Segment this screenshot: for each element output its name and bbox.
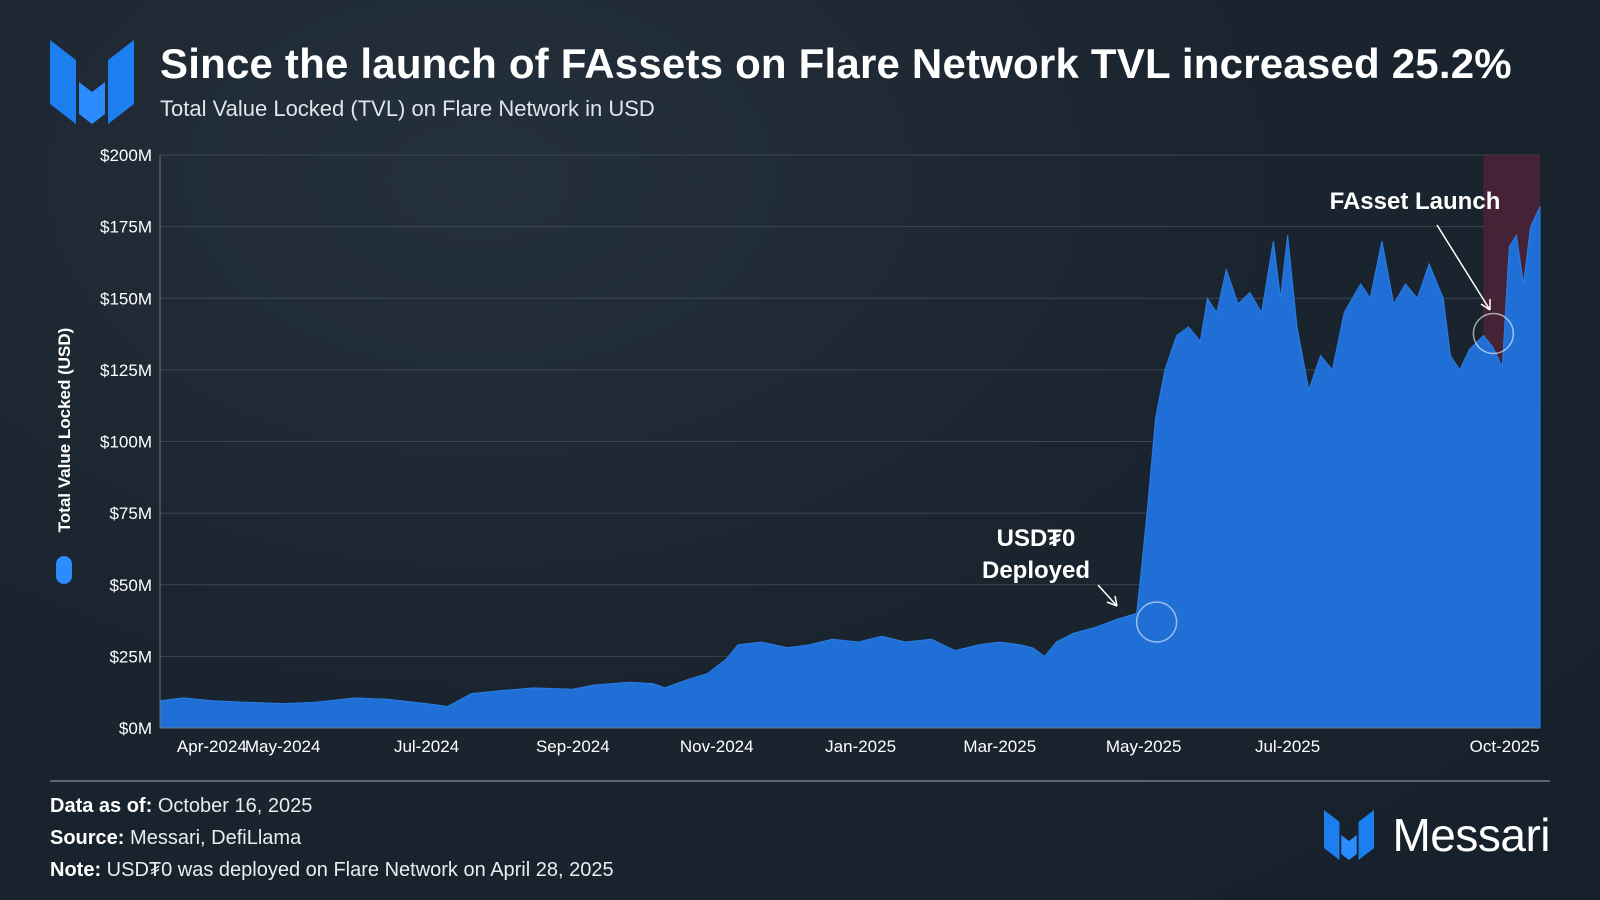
x-tick-label: Jul-2025 xyxy=(1255,737,1320,756)
x-tick-label: May-2025 xyxy=(1106,737,1182,756)
y-tick-label: $200M xyxy=(100,146,152,165)
y-axis-title: Total Value Locked (USD) xyxy=(55,328,74,533)
fasset-launch-marker xyxy=(1472,312,1515,355)
messari-brand-icon xyxy=(1324,810,1375,860)
y-tick-label: $175M xyxy=(100,218,152,237)
x-tick-label: Jul-2024 xyxy=(394,737,459,756)
x-tick-label: Jan-2025 xyxy=(825,737,896,756)
footer-note: Note: USD₮0 was deployed on Flare Networ… xyxy=(50,859,614,881)
brand-logo: Messari xyxy=(1324,808,1550,862)
y-tick-label: $25M xyxy=(109,647,152,666)
fasset-arrowhead xyxy=(1480,299,1491,311)
usdt0-deployed-label: USD₮0 xyxy=(997,525,1076,552)
x-tick-label: May-2024 xyxy=(245,737,321,756)
y-tick-label: $50M xyxy=(109,576,152,595)
tvl-area xyxy=(159,206,1541,729)
y-tick-label: $125M xyxy=(100,361,152,380)
chart-subtitle: Total Value Locked (TVL) on Flare Networ… xyxy=(160,96,655,121)
fasset-launch-label: FAsset Launch xyxy=(1330,188,1501,215)
x-tick-label: Apr-2024 xyxy=(177,737,247,756)
axes: $0M $25M $50M $75M $100M $125M $150M $175M $200M… xyxy=(55,146,1540,756)
tvl-area-chart: $0M $25M $50M $75M $100M $125M $150M $175M $200M… xyxy=(55,146,1541,756)
x-tick-label: Sep-2024 xyxy=(536,737,610,756)
series-area xyxy=(159,206,1541,729)
chart-title: Since the launch of FAssets on Flare Net… xyxy=(160,40,1512,87)
usdt0-arrowhead xyxy=(1106,595,1118,607)
usdt0-arrow xyxy=(1097,584,1118,607)
messari-logo-mark xyxy=(50,40,134,124)
fasset-arrow xyxy=(1436,224,1491,311)
x-tick-label: Nov-2024 xyxy=(680,737,754,756)
y-tick-label: $100M xyxy=(100,433,152,452)
x-tick-label: Mar-2025 xyxy=(963,737,1036,756)
usdt0-deployed-marker xyxy=(1135,601,1178,643)
footer-source: Source: Messari, DefiLlama xyxy=(50,827,302,849)
footer-notes: Data as of: October 16, 2025 Source: Mes… xyxy=(50,790,614,886)
footer-data-as-of: Data as of: October 16, 2025 xyxy=(50,795,313,817)
x-tick-label: Oct-2025 xyxy=(1470,737,1540,756)
usdt0-deployed-label: Deployed xyxy=(982,557,1090,584)
legend-swatch xyxy=(56,556,72,584)
y-tick-label: $0M xyxy=(119,719,152,738)
footer-divider xyxy=(50,780,1550,782)
y-tick-label: $150M xyxy=(100,289,152,308)
brand-name: Messari xyxy=(1392,809,1550,861)
annotations: USD₮0 Deployed FAsset Launch xyxy=(982,188,1515,643)
y-tick-label: $75M xyxy=(109,504,152,523)
